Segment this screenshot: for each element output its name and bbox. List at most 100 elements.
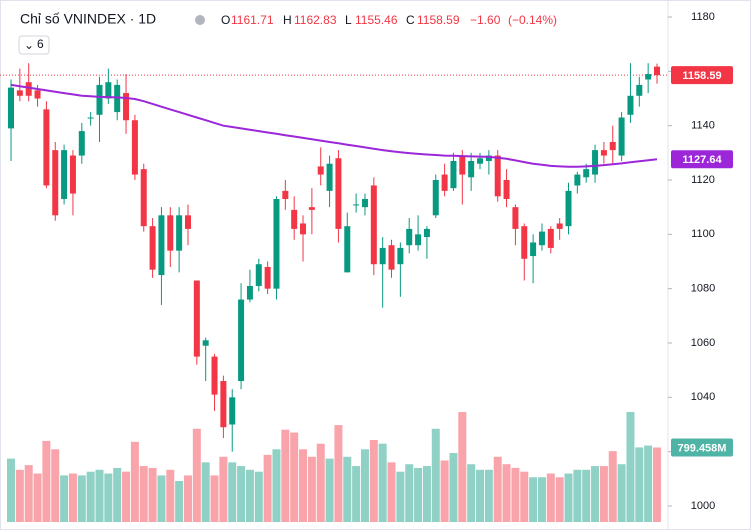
volume-bar (68, 473, 77, 522)
candle-body (636, 84, 643, 96)
volume-bar (113, 467, 122, 522)
candle-body (114, 84, 121, 113)
volume-bar (245, 469, 254, 522)
change: −1.60 (470, 13, 501, 27)
volume-bar (307, 456, 316, 522)
high-value: 1162.83 (294, 13, 337, 27)
candle-body (176, 215, 183, 251)
candle-body (406, 228, 413, 246)
y-tick-label: 1000 (691, 500, 715, 512)
volume-bar (396, 471, 405, 522)
volume-bar (476, 469, 485, 522)
candle-body (300, 223, 307, 235)
change-pct: (−0.14%) (508, 13, 557, 27)
candle-body (326, 163, 333, 191)
candle-body (654, 66, 660, 76)
volume-bar (166, 469, 175, 522)
marks: 1000102010401060108011001120114011601180… (0, 11, 733, 522)
candle-body (415, 234, 422, 246)
volume-bar (369, 439, 378, 522)
volume-bar (290, 432, 299, 522)
icon (195, 15, 205, 25)
candle-body (220, 381, 227, 428)
candle-body (167, 215, 174, 251)
y-tick-label: 1120 (691, 174, 715, 186)
candle-body (193, 280, 200, 357)
candle-body (264, 266, 271, 289)
candle-body (335, 158, 342, 229)
volume-bar (573, 469, 582, 522)
volume-bar (546, 473, 555, 522)
candle-body (184, 215, 191, 229)
candle-body (468, 160, 475, 178)
candle-body (202, 340, 209, 346)
candle-body (379, 247, 386, 265)
volume-bar (405, 464, 414, 522)
volume-bar (325, 458, 334, 522)
candle-body (282, 190, 289, 200)
volume-bar (334, 425, 343, 522)
volume-bar (529, 477, 538, 522)
candle-body (16, 90, 23, 96)
volume-bar (484, 469, 493, 522)
candle-body (521, 226, 528, 259)
y-tick-label: 1140 (691, 120, 715, 132)
volume-bar (228, 462, 237, 522)
candle-body (423, 228, 430, 238)
volume-bar (316, 443, 325, 522)
volume-bar (237, 466, 246, 522)
volume-bar (192, 428, 201, 522)
volume-bar (254, 471, 263, 522)
candle-body (556, 223, 563, 229)
volume-bar (95, 469, 104, 522)
volume-bar (148, 467, 157, 522)
candle-body (538, 231, 545, 246)
volume-bar (555, 477, 564, 522)
candle-body (43, 109, 50, 186)
candle-body (441, 174, 448, 191)
volume-bar (130, 441, 139, 522)
candle-body (246, 285, 253, 300)
volume-bar (201, 462, 210, 522)
volume-bar (591, 466, 600, 522)
overlay: Chỉ số VNINDEX · 1D ⌄ 6 O 1161.71 H 1162… (18, 11, 557, 55)
volume-bar (104, 473, 113, 522)
chart-title: Chỉ số VNINDEX · 1D (20, 11, 156, 27)
candle-body (353, 204, 360, 206)
volume-bar (175, 480, 184, 522)
candle-body (388, 245, 395, 270)
volume-bar (343, 456, 352, 522)
volume-bar (15, 469, 24, 522)
volume-bar (33, 473, 42, 522)
candle-body (291, 209, 298, 229)
c-label: C (406, 13, 415, 27)
candle-body (512, 207, 519, 229)
volume-bar (139, 466, 148, 522)
volume-bar (281, 429, 290, 522)
o-label: O (221, 13, 230, 27)
volume-bar (431, 428, 440, 522)
candle-body (96, 84, 103, 115)
volume-label: 799.458M (678, 442, 727, 454)
candle-body (105, 82, 112, 99)
volume-bar (360, 449, 369, 522)
candle-body (87, 117, 94, 119)
candle-body (131, 120, 138, 175)
candle-body (370, 185, 377, 265)
volume-bar (299, 449, 308, 522)
indicator-box[interactable] (18, 35, 50, 55)
candle-body (432, 180, 439, 216)
candle-body (158, 215, 165, 276)
volume-bar (7, 458, 15, 522)
candle-body (34, 90, 41, 99)
volume-bar (493, 456, 502, 522)
candle-body (459, 155, 466, 175)
volume-bar (644, 445, 653, 522)
candle-body (273, 199, 280, 289)
volume-bar (183, 475, 192, 522)
volume-bar (440, 460, 449, 522)
last-price-label: 1158.59 (682, 70, 721, 82)
candle-body (308, 207, 315, 210)
volume-bar (617, 464, 626, 522)
